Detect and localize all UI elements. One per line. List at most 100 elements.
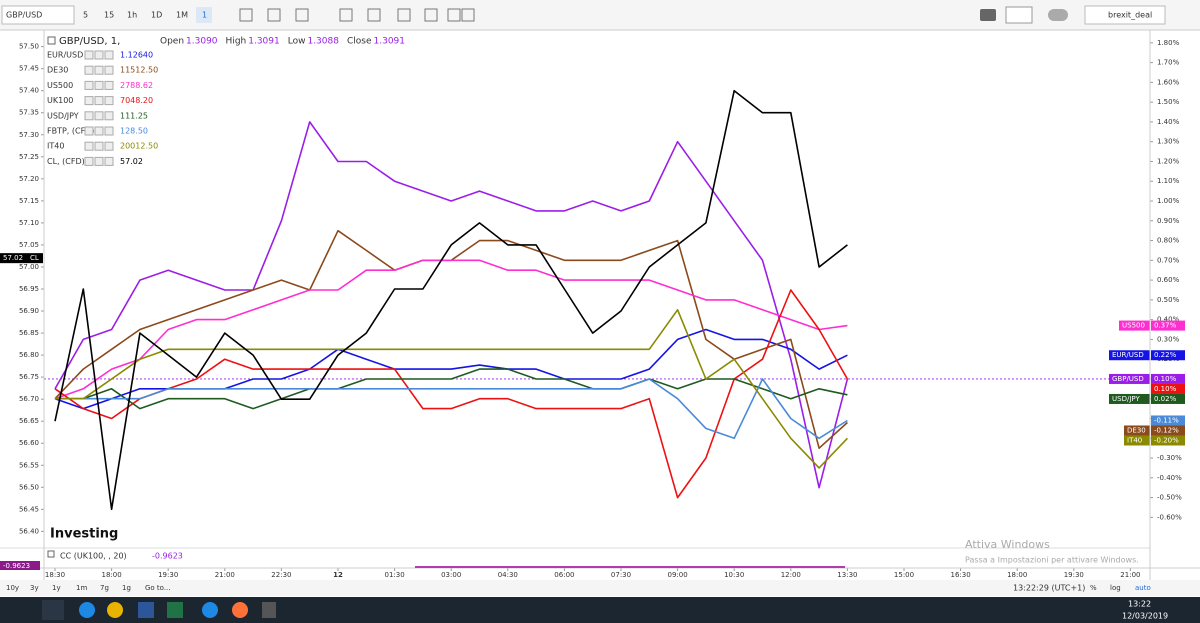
interval[interactable]: 1h: [127, 11, 137, 20]
x-tick-label: 15:00: [894, 571, 914, 579]
legend-name: US500: [47, 81, 73, 90]
legend-icon[interactable]: [104, 126, 114, 136]
symbol[interactable]: GBP/USD: [6, 11, 42, 20]
y-tick-label: 57.05: [19, 241, 39, 249]
legend-icon[interactable]: [94, 141, 104, 151]
symbol-box[interactable]: [1, 5, 75, 25]
cloud-icon[interactable]: [1048, 9, 1068, 21]
tool-icon[interactable]: [424, 8, 438, 22]
legend-icon[interactable]: [84, 80, 94, 90]
interval[interactable]: 1D: [151, 11, 162, 20]
interval[interactable]: 1M: [176, 11, 188, 20]
tool-icon[interactable]: [447, 8, 461, 22]
y2-tick-label: 0.70%: [1157, 256, 1180, 264]
option-button[interactable]: %: [1090, 584, 1097, 592]
goto-button[interactable]: Go to...: [145, 584, 171, 592]
range-button[interactable]: 7g: [100, 584, 109, 592]
chart-type-button[interactable]: [1005, 6, 1033, 24]
ie-icon[interactable]: [202, 602, 218, 618]
value-badge: [1151, 350, 1185, 361]
legend-icon[interactable]: [84, 96, 94, 106]
chrome-icon[interactable]: [107, 602, 123, 618]
x-tick-label: 12:00: [781, 571, 801, 579]
camera-icon[interactable]: [980, 9, 996, 21]
option-button[interactable]: log: [1110, 584, 1121, 592]
layout-name[interactable]: brexit_deal: [1108, 11, 1152, 20]
range-button[interactable]: 1m: [76, 584, 87, 592]
edge-icon[interactable]: [79, 602, 95, 618]
series-line: [54, 259, 848, 400]
ohlc-value: 1.3091: [374, 37, 406, 47]
tool-icon[interactable]: [367, 8, 381, 22]
legend-icon[interactable]: [94, 156, 104, 166]
legend-icon[interactable]: [104, 80, 114, 90]
word-icon[interactable]: [138, 602, 154, 618]
legend-icon[interactable]: [104, 141, 114, 151]
option-button[interactable]: auto: [1135, 584, 1151, 592]
y2-tick-label: -0.30%: [1157, 454, 1182, 462]
series-tag-label: DE30: [1127, 426, 1146, 434]
legend-collapse[interactable]: [47, 36, 56, 45]
legend-icon[interactable]: [84, 111, 94, 121]
legend-icon[interactable]: [84, 65, 94, 75]
y-tick-label: 56.60: [19, 439, 39, 447]
x-tick-label: 21:00: [215, 571, 235, 579]
series-line: [55, 309, 848, 469]
range-button[interactable]: 1y: [52, 584, 61, 592]
legend-value: 57.02: [120, 157, 143, 166]
ohlc-label: Low: [288, 37, 306, 47]
y2-tick-label: 0.60%: [1157, 276, 1180, 284]
indicator-badge: [0, 561, 40, 570]
legend-icon[interactable]: [94, 80, 104, 90]
range-button[interactable]: 10y: [6, 584, 19, 592]
legend-icon[interactable]: [104, 156, 114, 166]
interval-active[interactable]: [196, 7, 212, 23]
x-tick-label: 18:00: [102, 571, 122, 579]
layout-box[interactable]: [1084, 5, 1166, 25]
interval[interactable]: 5: [83, 11, 88, 20]
tool-icon[interactable]: [339, 8, 353, 22]
firefox-icon[interactable]: [232, 602, 248, 618]
y2-tick-label: 0.90%: [1157, 217, 1180, 225]
y2-tick-label: -0.60%: [1157, 513, 1182, 521]
calculator-icon[interactable]: [262, 602, 276, 618]
value-badge: [1151, 383, 1185, 394]
value-badge-label: -0.12%: [1154, 426, 1179, 434]
y2-tick-label: 1.60%: [1157, 78, 1180, 86]
tool-icon[interactable]: [295, 8, 309, 22]
legend-icon[interactable]: [94, 96, 104, 106]
y-tick-label: 57.10: [19, 219, 39, 227]
legend-icon[interactable]: [84, 126, 94, 136]
legend-icon[interactable]: [94, 111, 104, 121]
tool-icon[interactable]: [267, 8, 281, 22]
tool-icon[interactable]: [239, 8, 253, 22]
excel-icon[interactable]: [167, 602, 183, 618]
interval[interactable]: 1: [202, 11, 207, 20]
value-badge-label: 0.37%: [1154, 322, 1177, 330]
tool-icon[interactable]: [461, 8, 475, 22]
legend-icon[interactable]: [104, 111, 114, 121]
legend-icon[interactable]: [84, 156, 94, 166]
watermark-text: Passa a Impostazioni per attivare Window…: [965, 556, 1139, 565]
y-tick-label: 56.50: [19, 483, 39, 491]
logo-brand: Investing: [50, 527, 118, 542]
legend-icon[interactable]: [104, 65, 114, 75]
interval[interactable]: 15: [104, 11, 114, 20]
legend-icon[interactable]: [104, 96, 114, 106]
y-tick-label: 56.80: [19, 351, 39, 359]
x-tick-label: 07:30: [611, 571, 631, 579]
tool-icon[interactable]: [397, 8, 411, 22]
range-button[interactable]: 3y: [30, 584, 39, 592]
series-line: [54, 89, 848, 511]
taskbar-date: 12/03/2019: [1122, 612, 1168, 621]
legend-icon[interactable]: [104, 50, 114, 60]
legend-icon[interactable]: [94, 50, 104, 60]
value-badge-label: 0.22%: [1154, 351, 1177, 359]
legend-icon[interactable]: [94, 126, 104, 136]
taskbar-icon[interactable]: [42, 600, 64, 620]
legend-icon[interactable]: [84, 141, 94, 151]
value-badge: [1151, 435, 1185, 446]
range-button[interactable]: 1g: [122, 584, 131, 592]
legend-icon[interactable]: [84, 50, 94, 60]
legend-icon[interactable]: [94, 65, 104, 75]
